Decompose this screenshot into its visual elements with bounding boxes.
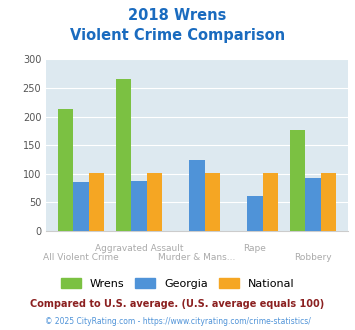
- Bar: [263, 173, 278, 231]
- Bar: [321, 173, 336, 231]
- Text: All Violent Crime: All Violent Crime: [43, 253, 119, 262]
- Bar: [116, 80, 131, 231]
- Legend: Wrens, Georgia, National: Wrens, Georgia, National: [61, 278, 294, 288]
- Bar: [305, 178, 321, 231]
- Text: Rape: Rape: [244, 244, 267, 252]
- Text: Compared to U.S. average. (U.S. average equals 100): Compared to U.S. average. (U.S. average …: [31, 299, 324, 309]
- Text: 2018 Wrens: 2018 Wrens: [128, 8, 227, 23]
- Bar: [247, 196, 263, 231]
- Text: Murder & Mans...: Murder & Mans...: [158, 253, 236, 262]
- Text: Aggravated Assault: Aggravated Assault: [95, 244, 183, 252]
- Bar: [290, 130, 305, 231]
- Bar: [189, 160, 205, 231]
- Text: Violent Crime Comparison: Violent Crime Comparison: [70, 28, 285, 43]
- Bar: [89, 173, 104, 231]
- Bar: [73, 182, 89, 231]
- Bar: [147, 173, 162, 231]
- Bar: [58, 109, 73, 231]
- Bar: [131, 181, 147, 231]
- Text: © 2025 CityRating.com - https://www.cityrating.com/crime-statistics/: © 2025 CityRating.com - https://www.city…: [45, 317, 310, 326]
- Text: Robbery: Robbery: [294, 253, 332, 262]
- Bar: [205, 173, 220, 231]
